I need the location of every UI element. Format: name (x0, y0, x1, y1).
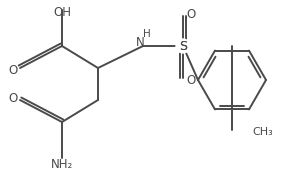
Text: O: O (8, 64, 18, 76)
Text: OH: OH (53, 6, 71, 18)
Text: S: S (179, 40, 187, 52)
Text: NH₂: NH₂ (51, 158, 73, 171)
Circle shape (176, 39, 190, 53)
Text: N: N (136, 35, 144, 49)
Text: S: S (179, 40, 187, 52)
Text: O: O (186, 8, 196, 21)
Text: CH₃: CH₃ (252, 127, 273, 137)
Text: H: H (143, 29, 151, 39)
Text: O: O (8, 91, 18, 105)
Text: O: O (186, 74, 196, 86)
